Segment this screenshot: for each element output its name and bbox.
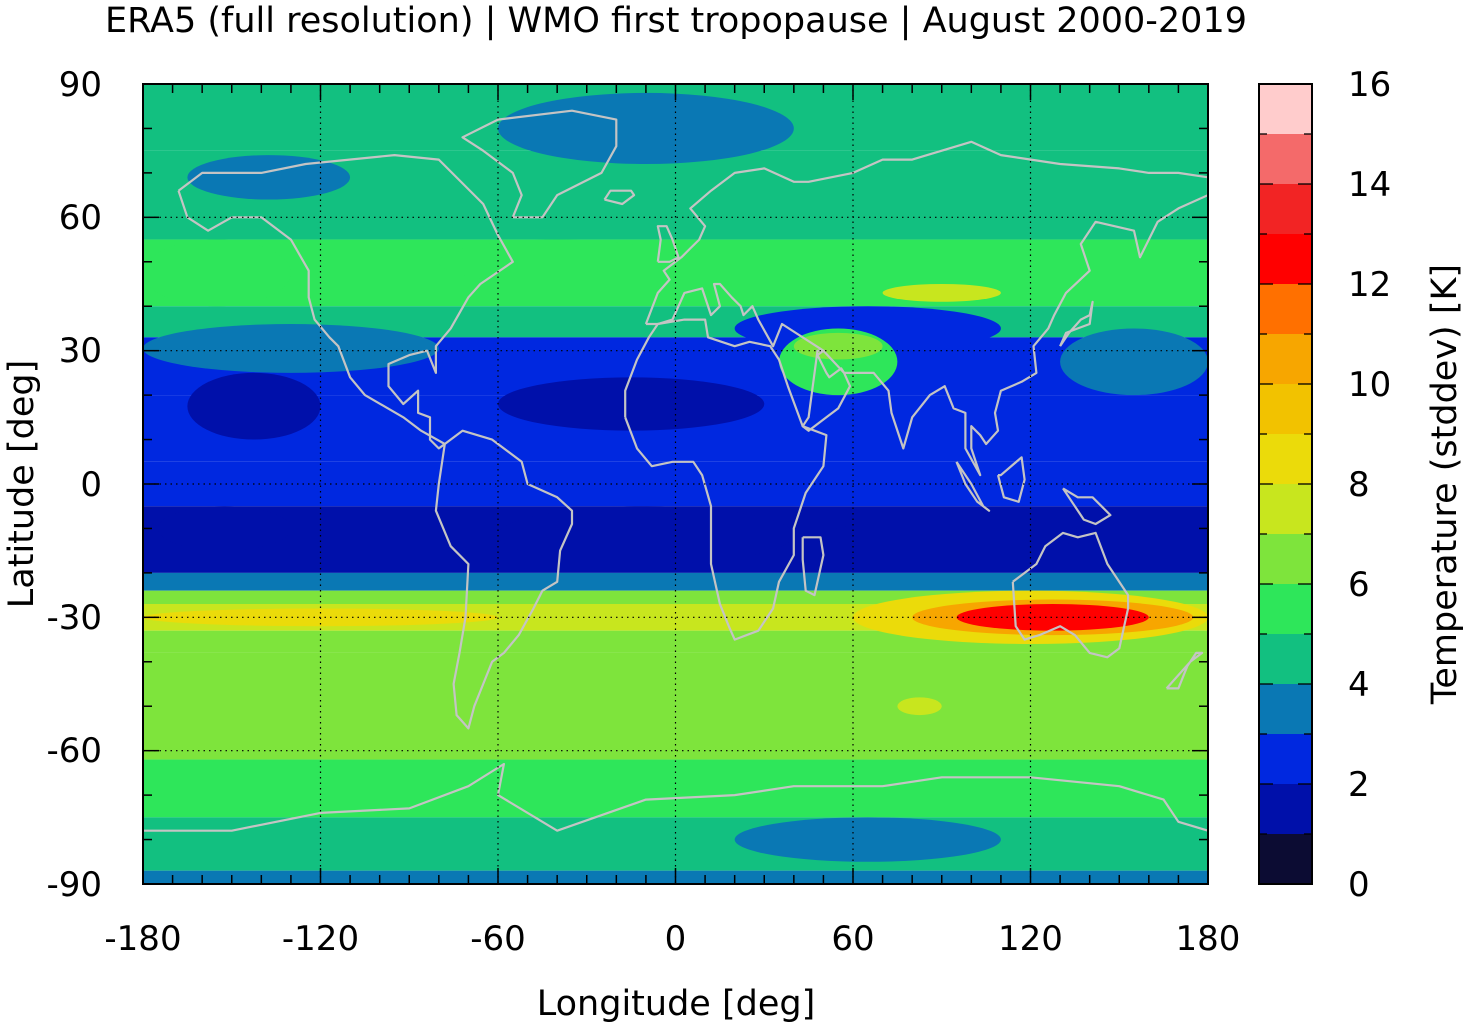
anomaly-region <box>956 604 1149 631</box>
anomaly-region <box>143 324 439 373</box>
anomaly-region <box>793 332 883 360</box>
coastline <box>603 189 636 206</box>
y-tick-label: 90 <box>59 65 102 105</box>
y-tick-label: -90 <box>46 865 102 905</box>
colorbar-swatch <box>1259 284 1312 334</box>
coastline <box>644 140 1208 477</box>
colorbar-tick-label: 6 <box>1348 565 1370 605</box>
tick-marks <box>142 83 1209 885</box>
anomaly-region <box>734 817 1001 862</box>
y-tick-label: -30 <box>46 598 102 638</box>
plot-area <box>143 84 1208 884</box>
anomaly-region <box>897 697 942 716</box>
x-tick-labels: -180 -120 -60 0 60 120 180 <box>104 919 1240 959</box>
coastline <box>1059 300 1094 347</box>
anomaly-region <box>498 92 794 164</box>
x-tick-label: 60 <box>831 919 874 959</box>
x-tick-label: 180 <box>1176 919 1241 959</box>
anomaly-region <box>187 155 351 200</box>
colorbar-swatch <box>1259 634 1312 684</box>
colorbar-swatch <box>1259 784 1312 834</box>
y-tick-label: 30 <box>59 331 102 371</box>
colorbar-tick-marks <box>1259 83 1312 885</box>
colorbar-tick-label: 10 <box>1348 365 1391 405</box>
x-tick-label: 0 <box>665 919 687 959</box>
colorbar-tick-label: 14 <box>1348 165 1391 205</box>
chart-title: ERA5 (full resolution) | WMO first tropo… <box>105 1 1247 41</box>
colorbar-tick-label: 0 <box>1348 865 1370 905</box>
coastline <box>1011 531 1130 659</box>
anomaly-region <box>143 239 291 307</box>
coastline <box>461 109 618 219</box>
anomaly-region <box>498 506 794 564</box>
colorbar-tick-label: 12 <box>1348 265 1391 305</box>
coastline <box>143 762 1208 832</box>
coastline <box>955 461 991 512</box>
zonal-band <box>143 572 1208 591</box>
colorbar-swatch <box>1259 684 1312 734</box>
coastline <box>801 536 825 597</box>
coastline <box>177 154 514 450</box>
y-axis-label: Latitude [deg] <box>2 360 42 608</box>
colorbar-label: Temperature (stddev) [K] <box>1425 264 1465 705</box>
colorbar-swatch <box>1259 584 1312 634</box>
colorbar-tick-label: 8 <box>1348 465 1370 505</box>
anomaly-region <box>438 239 676 284</box>
y-tick-labels: 90 60 30 0 -30 -60 -90 <box>46 65 102 905</box>
colorbar-tick-labels: 16 14 12 10 8 6 4 2 0 <box>1348 65 1391 905</box>
anomaly-region <box>498 377 765 431</box>
colorbar-tick-label: 2 <box>1348 765 1370 805</box>
x-tick-label: -180 <box>104 919 181 959</box>
coastline <box>624 318 828 641</box>
anomaly-region <box>1060 328 1208 396</box>
colorbar-tick-label: 16 <box>1348 65 1391 105</box>
x-tick-label: -120 <box>282 919 359 959</box>
colorbar-swatch <box>1259 434 1312 484</box>
colorbar-swatch <box>1259 234 1312 284</box>
colorbar-swatch <box>1259 484 1312 534</box>
colorbar <box>1259 84 1312 884</box>
y-tick-label: -60 <box>46 731 102 771</box>
anomaly-region <box>882 284 1001 302</box>
coastline <box>1062 487 1112 526</box>
anomaly-region <box>187 372 321 440</box>
grid-lines <box>143 84 1208 884</box>
coastline <box>1165 651 1204 690</box>
x-tick-label: 120 <box>998 919 1063 959</box>
x-axis-label: Longitude [deg] <box>537 984 815 1024</box>
colorbar-swatch <box>1259 84 1312 134</box>
colorbar-swatch <box>1259 734 1312 784</box>
coastline <box>434 429 574 730</box>
x-tick-label: -60 <box>470 919 526 959</box>
coastline <box>996 456 1026 503</box>
y-tick-label: 60 <box>59 198 102 238</box>
colorbar-swatch <box>1259 184 1312 234</box>
y-tick-label: 0 <box>80 465 102 505</box>
colorbar-swatch <box>1259 134 1312 184</box>
colorbar-swatch <box>1259 384 1312 434</box>
colorbar-tick-label: 4 <box>1348 665 1370 705</box>
coastline <box>656 225 680 263</box>
colorbar-swatch <box>1259 534 1312 584</box>
anomaly-region <box>157 506 291 551</box>
anomaly-region <box>823 519 1090 551</box>
colorbar-swatch <box>1259 334 1312 384</box>
coastline-overlay <box>143 109 1208 832</box>
colorbar-swatch <box>1259 834 1312 884</box>
